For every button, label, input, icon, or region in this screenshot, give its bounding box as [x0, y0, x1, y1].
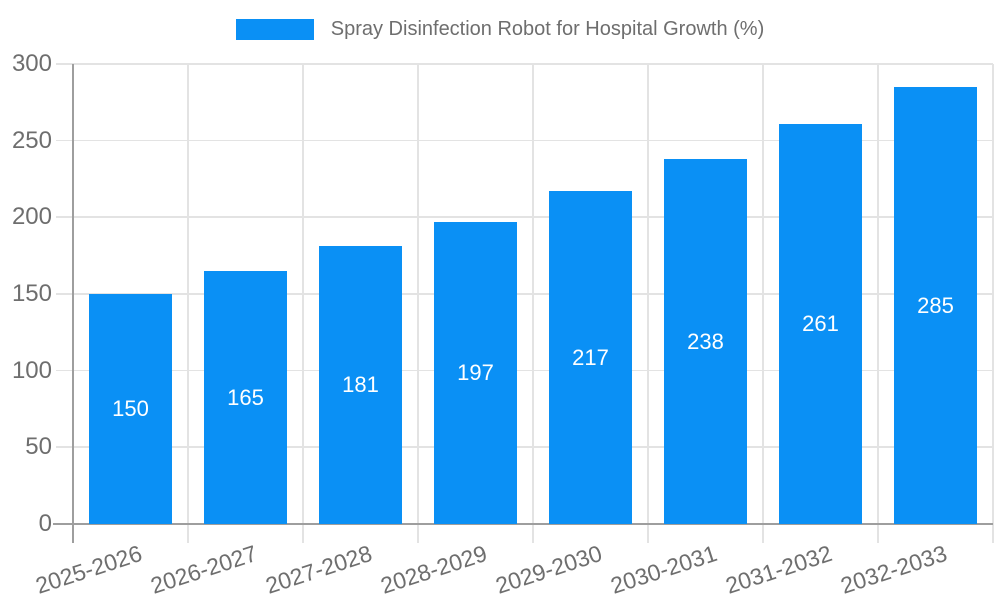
v-gridline: [417, 64, 419, 524]
y-axis-tick: [56, 446, 73, 448]
x-axis-tick: [302, 524, 304, 543]
v-gridline: [187, 64, 189, 524]
v-gridline: [532, 64, 534, 524]
x-axis-tick: [877, 524, 879, 543]
x-axis-line: [53, 523, 993, 525]
h-gridline: [73, 63, 993, 65]
y-axis-tick-label: 100: [11, 356, 52, 384]
bar[interactable]: 197: [434, 221, 517, 524]
legend-label[interactable]: Spray Disinfection Robot for Hospital Gr…: [330, 18, 765, 40]
bar[interactable]: 261: [779, 123, 862, 524]
bar-value-label: 217: [572, 344, 609, 370]
y-axis-tick-label: 250: [11, 126, 52, 154]
bar[interactable]: 150: [89, 294, 172, 524]
bar[interactable]: 217: [549, 191, 632, 524]
y-axis-tick: [56, 216, 73, 218]
y-axis-tick: [56, 63, 73, 65]
bar[interactable]: 181: [319, 246, 402, 524]
v-gridline: [302, 64, 304, 524]
y-axis-tick-label: 0: [38, 510, 52, 537]
x-axis-tick: [187, 524, 189, 543]
v-gridline: [992, 64, 994, 524]
bar[interactable]: 285: [894, 87, 977, 524]
x-axis-category-label: 2027-2028: [261, 540, 375, 599]
y-axis-tick: [56, 369, 73, 372]
y-axis-tick: [56, 293, 73, 295]
x-axis-category-label: 2026-2027: [146, 540, 260, 599]
x-axis-category-label: 2032-2033: [836, 540, 950, 599]
bar-value-label: 165: [227, 384, 264, 410]
y-axis-tick-label: 200: [11, 203, 52, 231]
chart-legend: Spray Disinfection Robot for Hospital Gr…: [0, 18, 1000, 41]
y-axis-tick-label: 150: [11, 280, 52, 307]
x-axis-tick: [992, 524, 994, 543]
bar-value-label: 285: [917, 292, 954, 318]
bar-value-label: 261: [802, 310, 839, 336]
x-axis-tick: [532, 524, 534, 543]
y-axis-line: [72, 64, 74, 543]
y-axis-tick: [56, 139, 73, 142]
bar-value-label: 181: [342, 372, 379, 398]
bar-value-label: 197: [457, 359, 494, 385]
x-axis-category-label: 2030-2031: [606, 540, 720, 599]
bar[interactable]: 238: [664, 159, 747, 524]
y-axis-tick-label: 50: [25, 433, 52, 461]
x-axis-category-label: 2028-2029: [376, 540, 490, 599]
bar-value-label: 150: [112, 396, 149, 421]
bar[interactable]: 165: [204, 271, 287, 524]
y-axis-tick-label: 300: [11, 50, 52, 77]
x-axis-category-label: 2031-2032: [721, 540, 835, 599]
legend-swatch[interactable]: [235, 19, 314, 40]
v-gridline: [647, 64, 649, 524]
x-axis-tick: [647, 524, 649, 543]
x-axis-tick: [417, 524, 419, 543]
v-gridline: [877, 64, 879, 524]
x-axis-tick: [762, 524, 764, 543]
x-axis-category-label: 2029-2030: [491, 540, 605, 599]
x-axis-category-label: 2025-2026: [31, 540, 145, 599]
bar-value-label: 238: [687, 328, 724, 354]
v-gridline: [762, 64, 764, 524]
